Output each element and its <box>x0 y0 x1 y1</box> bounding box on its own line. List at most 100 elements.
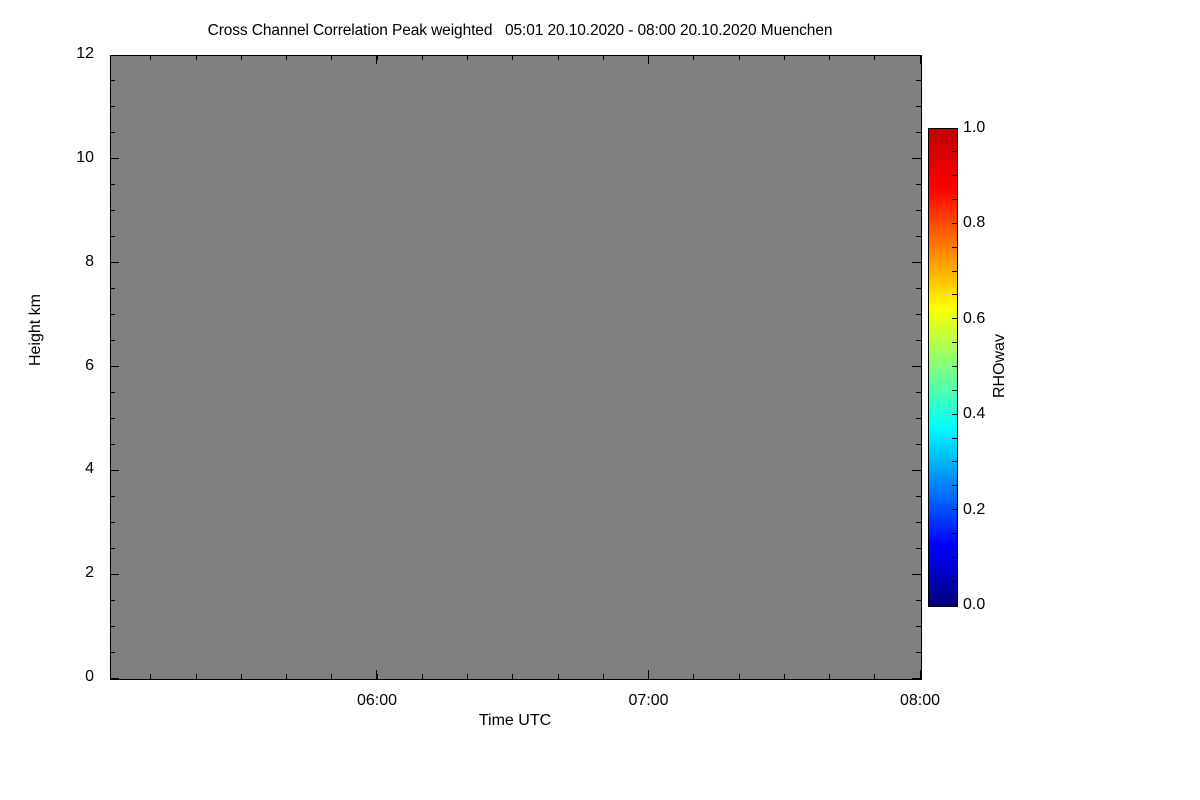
heatmap-canvas <box>111 56 921 679</box>
colorbar <box>928 128 958 607</box>
y-minor-tick <box>110 521 115 523</box>
x-tick-label: 07:00 <box>628 692 669 709</box>
x-minor-tick <box>286 674 288 679</box>
x-tick-label: 08:00 <box>899 692 941 709</box>
y-minor-tick-right <box>916 417 921 419</box>
y-major-tick <box>110 54 119 56</box>
y-minor-tick-right <box>916 495 921 497</box>
y-major-tick <box>110 573 119 575</box>
colorbar-minor-tick <box>952 222 957 224</box>
colorbar-tick-label: 0.6 <box>963 309 986 327</box>
colorbar-minor-tick <box>952 485 957 487</box>
y-major-tick <box>110 366 119 367</box>
y-tick-label: 12 <box>76 45 94 62</box>
y-minor-tick-right <box>916 391 921 393</box>
y-minor-tick <box>110 132 115 134</box>
y-minor-tick-right <box>916 599 921 601</box>
x-minor-tick <box>150 674 152 679</box>
x-minor-tick <box>602 674 604 679</box>
y-major-tick-right <box>912 677 921 679</box>
y-minor-tick-right <box>916 210 921 212</box>
colorbar-minor-tick <box>952 127 957 129</box>
colorbar-tick-label: 0.2 <box>963 500 986 518</box>
y-major-tick-right <box>912 469 921 471</box>
y-minor-tick-right <box>916 236 921 238</box>
colorbar-minor-tick <box>952 246 957 248</box>
x-minor-tick-top <box>195 55 197 60</box>
y-tick-label: 2 <box>85 564 94 582</box>
y-tick-label: 8 <box>85 252 94 270</box>
y-minor-tick <box>110 80 115 82</box>
page-title: Cross Channel Correlation Peak weighted … <box>207 22 833 39</box>
y-minor-tick-right <box>916 625 921 627</box>
x-minor-tick-top <box>421 55 423 60</box>
y-minor-tick <box>110 443 115 445</box>
colorbar-minor-tick <box>952 580 957 582</box>
y-minor-tick-right <box>916 132 921 134</box>
colorbar-tick-label: 0.8 <box>963 214 986 232</box>
y-minor-tick <box>110 417 115 419</box>
y-major-tick-right <box>912 262 921 264</box>
y-minor-tick <box>110 547 115 549</box>
y-minor-tick <box>110 495 115 497</box>
y-minor-tick-right <box>916 521 921 523</box>
x-major-tick-top <box>919 55 921 64</box>
colorbar-minor-tick <box>952 556 957 558</box>
x-minor-tick-top <box>557 55 559 60</box>
y-minor-tick <box>110 391 115 393</box>
x-minor-tick-top <box>376 55 378 60</box>
y-minor-tick-right <box>916 106 921 108</box>
colorbar-tick-label: 1.0 <box>963 119 986 136</box>
x-minor-tick-top <box>150 55 152 60</box>
x-major-tick <box>919 670 921 679</box>
x-minor-tick <box>195 674 197 679</box>
y-minor-tick <box>110 184 115 186</box>
colorbar-minor-tick <box>952 318 957 320</box>
x-minor-tick-top <box>512 55 514 60</box>
y-major-tick-right <box>912 573 921 575</box>
x-minor-tick-top <box>829 55 831 60</box>
y-minor-tick <box>110 651 115 653</box>
colorbar-tick-label: 0.4 <box>963 405 986 423</box>
y-tick-label: 0 <box>85 668 94 685</box>
x-tick-label: 06:00 <box>356 692 398 709</box>
x-minor-tick <box>467 674 469 679</box>
x-minor-tick-top <box>331 55 333 60</box>
y-major-tick <box>110 469 119 471</box>
x-minor-tick-top <box>738 55 740 60</box>
colorbar-minor-tick <box>952 151 957 153</box>
y-tick-label: 6 <box>85 356 94 374</box>
colorbar-minor-tick <box>952 604 957 606</box>
y-minor-tick <box>110 288 115 290</box>
x-minor-tick <box>829 674 831 679</box>
colorbar-gradient <box>929 129 957 606</box>
y-major-tick <box>110 262 119 264</box>
colorbar-minor-tick <box>952 532 957 534</box>
x-axis-label: Time UTC <box>478 712 552 729</box>
y-minor-tick <box>110 314 115 316</box>
x-minor-tick <box>512 674 514 679</box>
y-major-tick-right <box>912 54 921 56</box>
y-minor-tick-right <box>916 547 921 549</box>
x-minor-tick <box>874 674 876 679</box>
colorbar-label: RHOwav <box>991 333 1008 399</box>
y-minor-tick-right <box>916 184 921 186</box>
x-minor-tick-top <box>467 55 469 60</box>
y-minor-tick <box>110 599 115 601</box>
x-minor-tick <box>376 674 378 679</box>
x-minor-tick <box>421 674 423 679</box>
y-minor-tick-right <box>916 80 921 82</box>
y-minor-tick-right <box>916 340 921 342</box>
y-tick-label: 4 <box>85 460 94 478</box>
colorbar-minor-tick <box>952 270 957 272</box>
x-minor-tick-top <box>648 55 650 60</box>
x-minor-tick <box>783 674 785 679</box>
y-minor-tick <box>110 210 115 212</box>
y-tick-label: 10 <box>76 148 94 166</box>
y-minor-tick-right <box>916 443 921 445</box>
heatmap-plot-area <box>110 55 922 680</box>
y-minor-tick-right <box>916 314 921 316</box>
colorbar-minor-tick <box>952 413 957 415</box>
x-minor-tick-top <box>240 55 242 60</box>
colorbar-tick-label: 0.0 <box>963 596 986 613</box>
